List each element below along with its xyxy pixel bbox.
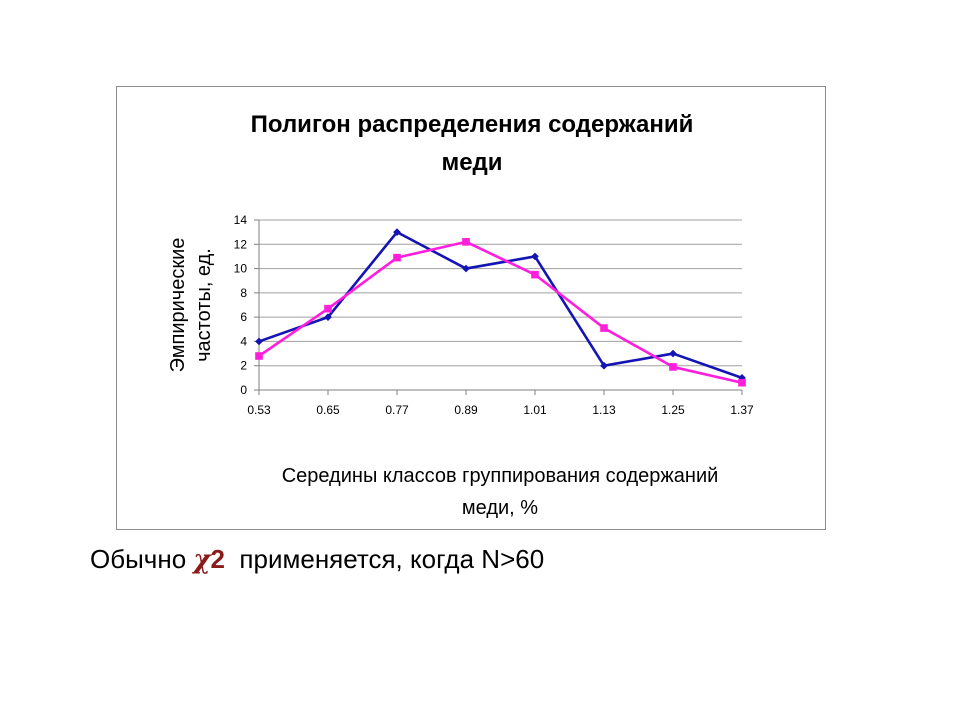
series-1-point-2: [393, 228, 401, 237]
chart-title-line-2: меди: [441, 149, 503, 176]
y-tick-label-10: 10: [234, 262, 248, 276]
x-tick-label-1: 0.65: [316, 403, 340, 417]
series-1-point-4: [531, 252, 539, 261]
y-tick-label-0: 0: [240, 383, 247, 397]
series-1-point-5: [600, 361, 608, 370]
series-2-point-2: [393, 253, 401, 262]
y-tick-label-6: 6: [240, 310, 247, 324]
chart-title: Полигон распределения содержаний меди: [0, 106, 944, 182]
series-lines: [258, 230, 743, 384]
x-tick-label-4: 1.01: [523, 403, 547, 417]
series-2-point-6: [669, 363, 677, 371]
series-1-point-3: [462, 264, 470, 273]
caption-suffix: применяется, когда N>60: [224, 544, 545, 574]
y-tick-label-2: 2: [240, 359, 247, 373]
x-tick-label-2: 0.77: [385, 403, 409, 417]
series-2-point-0: [255, 352, 263, 360]
series-2-point-7: [738, 378, 746, 387]
series-2-point-5: [600, 324, 608, 332]
x-tick-label-5: 1.13: [592, 403, 616, 417]
y-tick-label-4: 4: [240, 334, 247, 348]
y-axis-title-line-2: частоты, ед.: [193, 248, 215, 362]
y-tick-label-12: 12: [234, 237, 248, 251]
x-axis-title-line-2: меди, %: [461, 497, 539, 519]
x-axis-title-line-1: Середины классов группирования содержани…: [281, 465, 719, 487]
series-1-point-1: [324, 313, 332, 322]
x-tick-labels: 0.53 0.65 0.77 0.89 1.01 1.13 1.25 1.37: [247, 403, 754, 417]
gridlines: [259, 219, 742, 367]
x-tick-label-3: 0.89: [454, 403, 478, 417]
chart-title-line-1: Полигон распределения содержаний: [250, 111, 694, 138]
x-tick-label-6: 1.25: [661, 403, 685, 417]
x-tick-label-0: 0.53: [247, 403, 271, 417]
y-tick-label-14: 14: [234, 213, 248, 227]
y-axis-title: Эмпирические частоты, ед.: [165, 205, 217, 405]
chart-frame: [116, 86, 826, 530]
series-1-point-0: [255, 337, 263, 346]
series-2-point-3: [462, 238, 470, 246]
x-axis-title: Середины классов группирования содержани…: [0, 460, 960, 524]
chi-exponent: 2: [210, 544, 225, 574]
y-axis-title-line-1: Эмпирические: [167, 237, 189, 373]
x-tick-label-7: 1.37: [730, 403, 754, 417]
chi-symbol: χ: [193, 545, 211, 575]
series-markers: [255, 228, 746, 387]
series-1-point-6: [669, 349, 677, 358]
caption-prefix: Обычно: [90, 544, 194, 574]
series-2-line: [258, 240, 743, 384]
slide-caption: Обычно χ2 применяется, когда N>60: [90, 544, 544, 575]
y-tick-labels: 0 2 4 6 8 10 12 14: [234, 213, 248, 397]
series-2-point-1: [324, 304, 332, 313]
series-2-point-4: [531, 270, 539, 279]
series-1-line: [258, 230, 743, 380]
y-tick-label-8: 8: [240, 286, 247, 300]
